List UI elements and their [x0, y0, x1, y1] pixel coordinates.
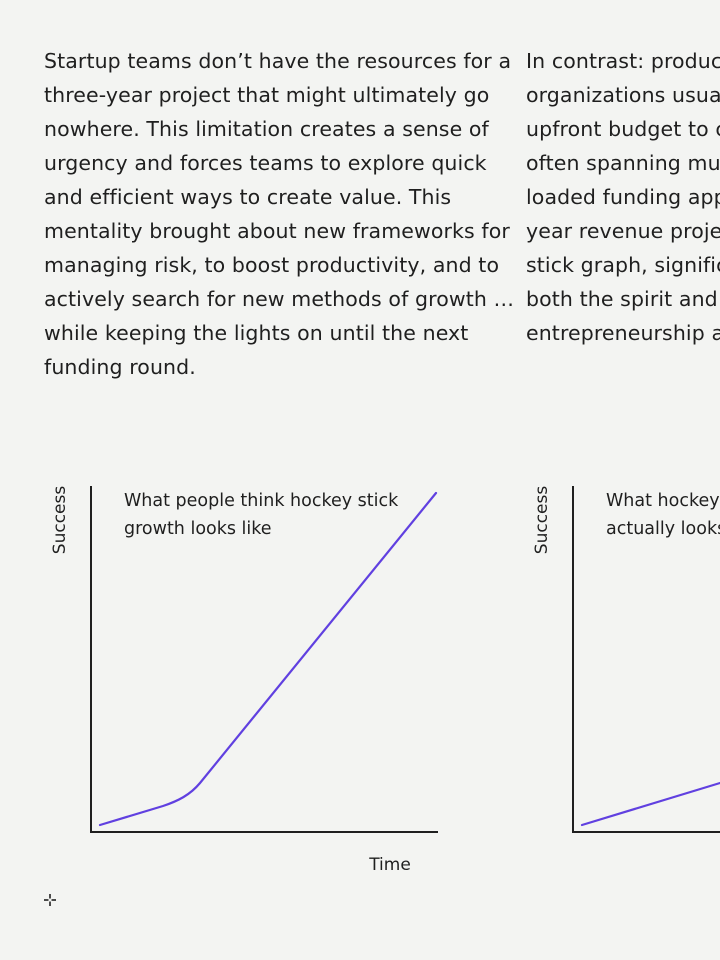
- y-axis-label: Success: [50, 486, 70, 555]
- paragraph-line: funding round.: [44, 355, 196, 379]
- paragraph-line: year revenue projec: [526, 219, 720, 243]
- paragraph-line: organizations usual: [526, 83, 720, 107]
- paragraph-line: stick graph, signific: [526, 253, 720, 277]
- paragraph-line: three-year project that might ultimately…: [44, 83, 490, 107]
- paragraph-line: both the spirit and: [526, 287, 718, 311]
- hockey-stick-chart-perception: Success What people think hockey stick g…: [50, 486, 438, 875]
- paragraph-line: nowhere. This limitation creates a sense…: [44, 117, 489, 141]
- paragraph-line: actively search for new methods of growt…: [44, 287, 515, 311]
- hockey-stick-chart-reality: Success What hockey actually looks: [532, 486, 720, 833]
- growth-curve: [98, 491, 438, 827]
- chart-caption-line: actually looks: [606, 519, 720, 539]
- paragraph-line: and efficient ways to create value. This: [44, 185, 452, 209]
- paragraph-in-contrast: In contrast: produc organizations usual …: [526, 44, 720, 350]
- paragraph-line: mentality brought about new frameworks f…: [44, 219, 510, 243]
- paragraph-line: often spanning mul: [526, 151, 720, 175]
- paragraph-line: upfront budget to c: [526, 117, 720, 141]
- paragraph-line: managing risk, to boost productivity, an…: [44, 253, 500, 277]
- x-axis-label: Time: [368, 855, 411, 875]
- paragraph-line: urgency and forces teams to explore quic…: [44, 151, 487, 175]
- paragraph-line: while keeping the lights on until the ne…: [44, 321, 469, 345]
- chart-caption-line: What hockey: [606, 491, 720, 511]
- chart-caption-line: growth looks like: [124, 519, 272, 539]
- chart-caption-line: What people think hockey stick: [124, 491, 399, 511]
- paragraph-startup-teams: Startup teams don’t have the resources f…: [44, 44, 514, 384]
- y-axis-label: Success: [532, 486, 552, 555]
- paragraph-line: Startup teams don’t have the resources f…: [44, 49, 512, 73]
- paragraph-line: loaded funding app: [526, 185, 720, 209]
- paragraph-line: In contrast: produc: [526, 49, 720, 73]
- growth-curve: [580, 781, 720, 827]
- paragraph-line: entrepreneurship a: [526, 321, 720, 345]
- move-icon[interactable]: [43, 893, 57, 907]
